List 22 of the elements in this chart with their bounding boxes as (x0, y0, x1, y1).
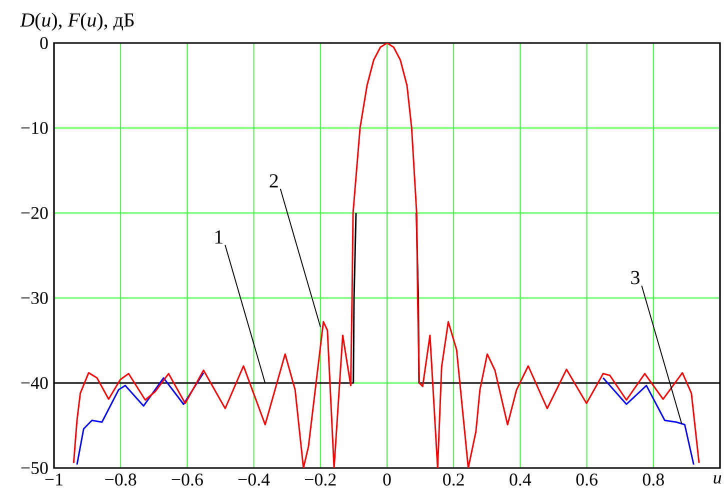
x-tick-label: 0 (383, 474, 391, 486)
x-tick-label: −1 (45, 474, 62, 486)
y-tick-label: −10 (21, 122, 48, 134)
y-axis-title: D(u), F(u), дБ (20, 12, 134, 31)
x-tick-label: 0.6 (576, 474, 598, 486)
y-tick-label: −50 (21, 462, 48, 474)
x-axis-title: u (714, 475, 722, 484)
x-tick-label: −0.2 (305, 474, 336, 486)
y-tick-label: 0 (40, 36, 48, 50)
annotation: 3 (631, 270, 640, 284)
x-tick-label: 0.4 (510, 474, 532, 486)
y-tick-label: −30 (21, 292, 48, 304)
annotation: 1 (215, 230, 222, 244)
y-tick-label: −40 (21, 376, 48, 390)
x-tick-label: −0.4 (238, 474, 270, 486)
x-tick-label: −0.6 (172, 474, 203, 486)
x-tick-label: 0.2 (443, 474, 464, 486)
x-tick-label: 0.8 (642, 474, 664, 486)
annotation: 2 (270, 174, 278, 188)
line-series (72, 43, 700, 468)
y-tick-label: −20 (21, 206, 48, 220)
x-tick-label: −0.8 (105, 474, 136, 486)
